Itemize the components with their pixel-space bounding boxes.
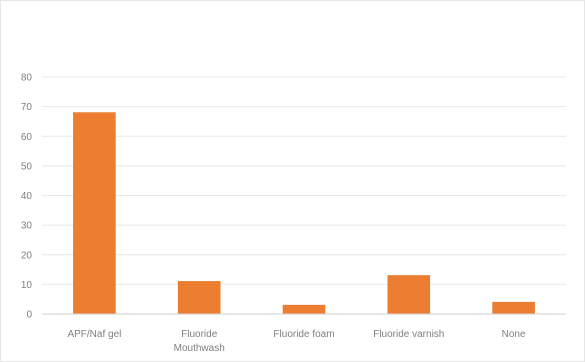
bar-2 <box>282 304 326 315</box>
bar-0 <box>73 112 116 315</box>
y-tick-label: 50 <box>21 161 33 172</box>
y-tick-label: 60 <box>21 132 33 143</box>
x-category-label: APF/Naf gel <box>67 329 121 340</box>
x-axis-labels: APF/Naf gel Fluoride Mouthwash Fluoride foa… <box>67 329 526 354</box>
x-category-label: Fluoride foam <box>273 329 334 340</box>
bar-4 <box>492 301 535 315</box>
x-category-label: Fluoride Mouthwash <box>174 329 225 354</box>
gridlines <box>42 76 566 285</box>
y-tick-label: 10 <box>21 280 33 291</box>
bar-1 <box>177 281 221 315</box>
y-axis-ticks: 0 10 20 30 40 50 60 70 80 <box>21 73 33 321</box>
x-category-label: Fluoride varnish <box>373 329 444 340</box>
bars <box>73 112 535 315</box>
y-tick-label: 80 <box>21 73 33 84</box>
y-tick-label: 70 <box>21 102 33 113</box>
y-tick-label: 30 <box>21 221 33 232</box>
y-tick-label: 0 <box>26 310 32 321</box>
x-category-label: None <box>502 329 526 340</box>
y-tick-label: 40 <box>21 191 33 202</box>
bar-3 <box>387 275 431 315</box>
y-tick-label: 20 <box>21 250 33 261</box>
